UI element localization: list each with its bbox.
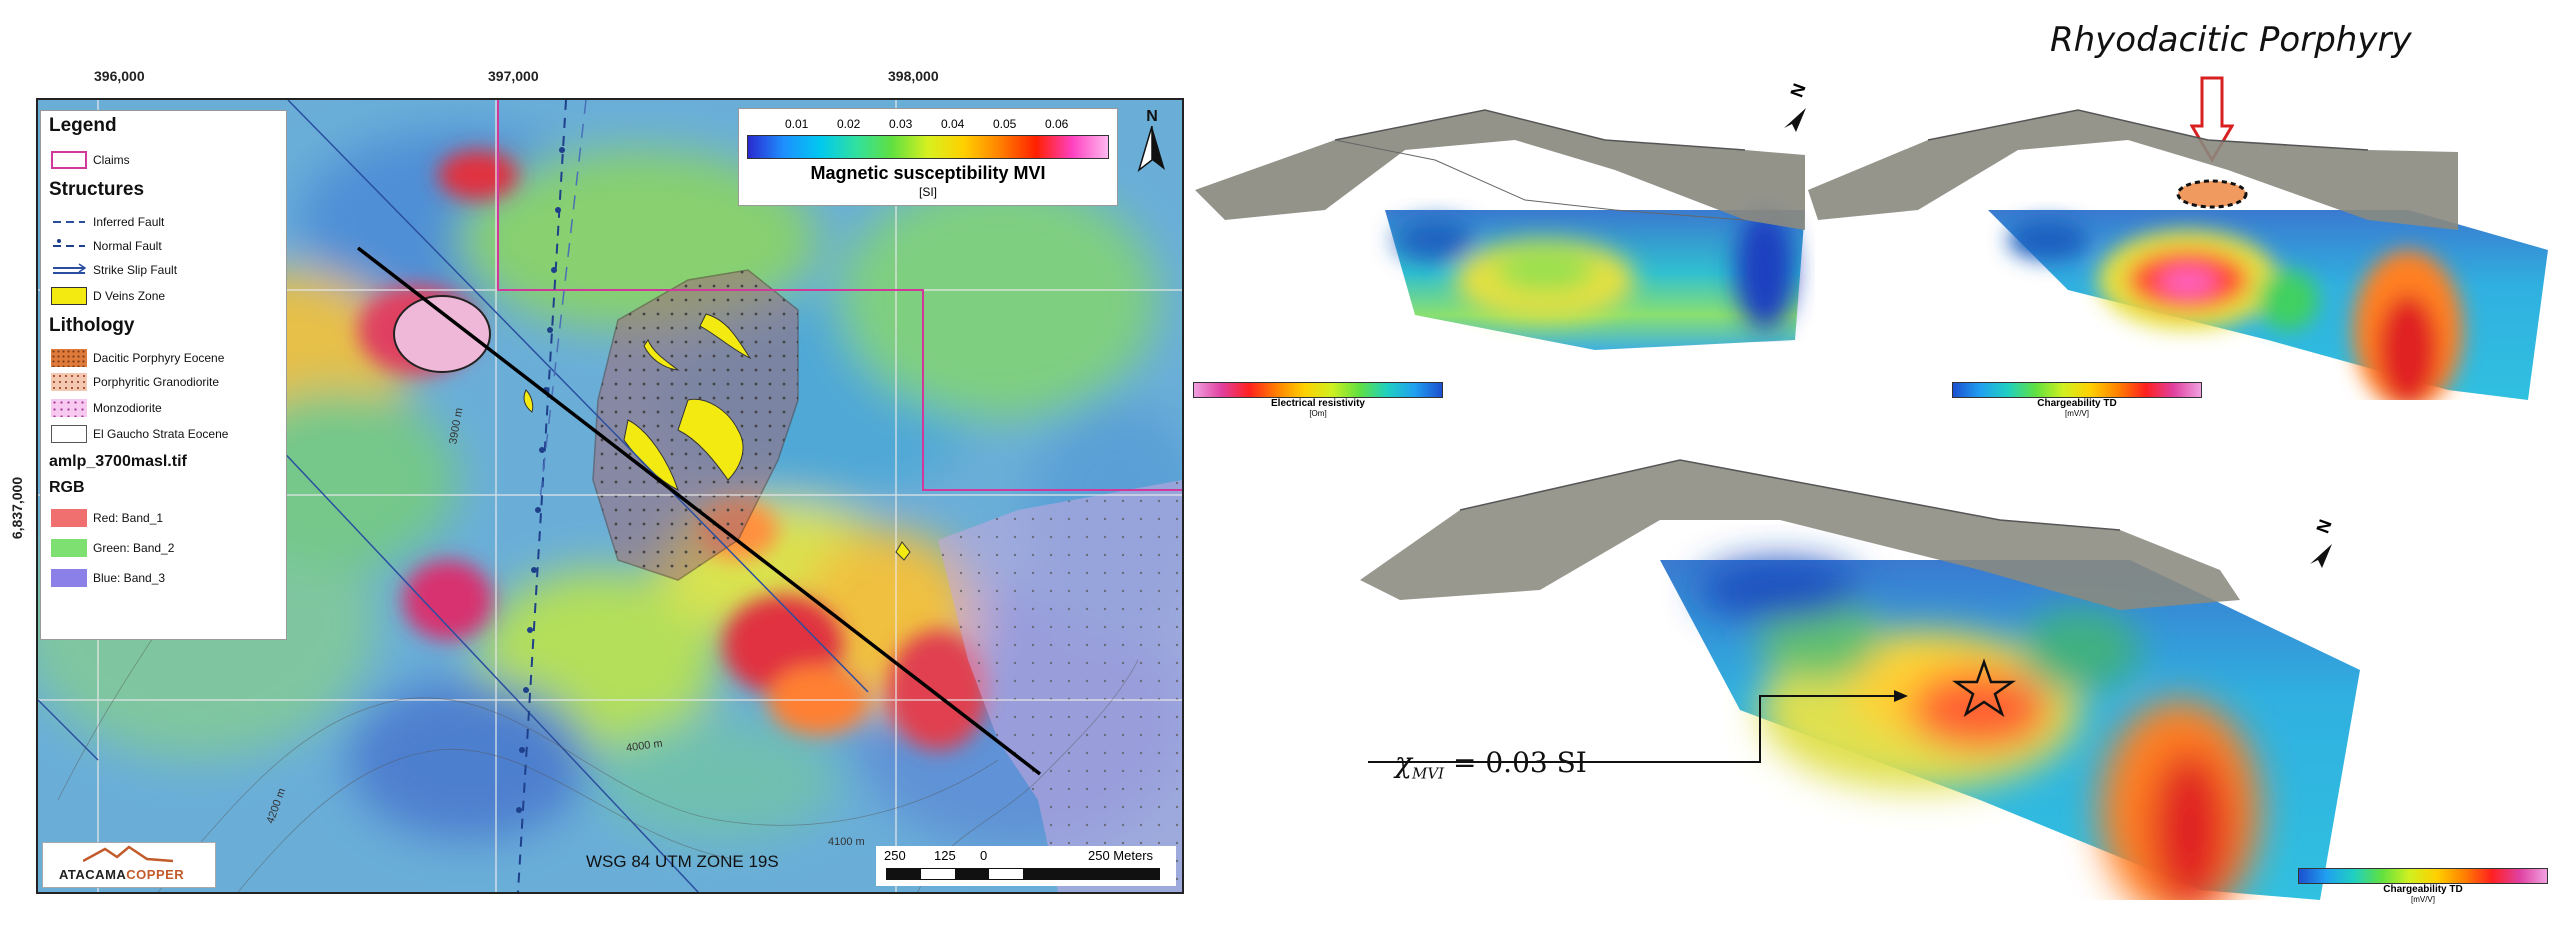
scale-tick-250-meters: 250 Meters	[1088, 848, 1154, 863]
chargeability-title-bottom: Chargeability TD	[2383, 884, 2463, 895]
legend-item-dacitic: Dacitic Porphyry Eocene	[51, 349, 224, 367]
cb-tick-006: 0.06	[1045, 117, 1069, 131]
legend-title: Legend	[49, 115, 117, 136]
legend-item-d-veins: D Veins Zone	[51, 287, 165, 305]
chargeability-ramp-top	[1952, 382, 2202, 398]
legend-item-red-band: Red: Band_1	[51, 509, 163, 527]
legend-item-monzodiorite: Monzodiorite	[51, 399, 162, 417]
magnetic-high-circle	[393, 295, 491, 373]
legend-lithology-title: Lithology	[49, 315, 135, 336]
chargeability-colorbar-bottom: Chargeability TD [mV/V]	[2298, 868, 2548, 904]
north-pointer-icon-1	[1784, 108, 1806, 132]
north-arrow-icon	[1137, 125, 1165, 173]
cb-tick-001: 0.01	[785, 117, 809, 131]
annotation-symbol: χ	[1395, 746, 1412, 779]
cb-tick-004: 0.04	[941, 117, 965, 131]
porphyritic-swatch	[51, 373, 87, 391]
red-band-swatch	[51, 509, 87, 527]
resistivity-3d-model	[1195, 109, 1805, 350]
section-line	[356, 246, 1042, 776]
legend-item-strike-slip: Strike Slip Fault	[51, 261, 177, 279]
normal-fault-swatch-icon	[53, 239, 85, 247]
mvi-colorbar: 0.01 0.02 0.03 0.04 0.05 0.06 Magnetic s…	[738, 108, 1118, 206]
rhyodacitic-porphyry-title: Rhyodacitic Porphyry	[2050, 20, 2412, 60]
monzodiorite-swatch	[51, 399, 87, 417]
scale-bar-graphic	[886, 868, 1160, 880]
cb-tick-002: 0.02	[837, 117, 861, 131]
map-legend: Legend Claims Structures Inferred Fault …	[40, 110, 287, 640]
strike-slip-swatch-icon	[53, 263, 87, 274]
resistivity-unit: [Om]	[1309, 409, 1327, 418]
rhyodacitic-porphyry-outline	[2176, 179, 2248, 209]
north-arrow: N	[1132, 108, 1172, 178]
annotation-value: = 0.03 SI	[1453, 746, 1587, 779]
mvi-colorbar-title: Magnetic susceptibility MVI	[810, 163, 1046, 183]
north-label: N	[1146, 108, 1158, 125]
legend-raster-title: amlp_3700masl.tif	[49, 453, 187, 470]
chargeability-ramp-bottom	[2298, 868, 2548, 884]
x-coord-398000: 398,000	[888, 68, 939, 84]
inferred-fault	[539, 100, 587, 501]
x-coord-397000: 397,000	[488, 68, 539, 84]
x-coord-396000: 396,000	[94, 68, 145, 84]
north-indicator-1: N	[1784, 80, 1810, 132]
chargeability-colorbar-top: Chargeability TD [mV/V]	[1952, 382, 2202, 418]
atacama-copper-logo: ATACAMACOPPER	[42, 842, 216, 888]
north-pointer-icon-3	[2310, 544, 2332, 568]
chargeability-3d-model-top	[1808, 109, 2548, 400]
el-gaucho-swatch	[51, 425, 87, 443]
scale-tick-250-left: 250	[884, 848, 906, 863]
claims-boundary	[497, 100, 1182, 491]
legend-item-el-gaucho: El Gaucho Strata Eocene	[51, 425, 228, 443]
green-band-swatch	[51, 539, 87, 557]
scale-bar: 250 125 0 250 Meters	[876, 846, 1176, 886]
legend-rgb-title: RGB	[49, 479, 85, 496]
scale-tick-125: 125	[934, 848, 956, 863]
legend-item-porphyritic: Porphyritic Granodiorite	[51, 373, 219, 391]
resistivity-title: Electrical resistivity	[1271, 398, 1365, 409]
mvi-color-ramp	[747, 135, 1109, 159]
outcrop-marker	[895, 541, 911, 561]
annotation-subscript: MVI	[1411, 764, 1445, 783]
inferred-fault-swatch-icon	[53, 221, 85, 223]
legend-structures-title: Structures	[49, 179, 145, 200]
legend-item-normal-fault: Normal Fault	[51, 237, 162, 255]
datum-label: WSG 84 UTM ZONE 19S	[586, 852, 779, 871]
resistivity-ramp	[1193, 382, 1443, 398]
chargeability-unit-top: [mV/V]	[2064, 409, 2089, 418]
resistivity-colorbar: Electrical resistivity [Om]	[1193, 382, 1443, 418]
normal-fault	[517, 100, 567, 892]
dacitic-swatch	[51, 349, 87, 367]
cb-tick-005: 0.05	[993, 117, 1017, 131]
scale-tick-0: 0	[980, 848, 988, 863]
mvi-annotation: χMVI = 0.03 SI	[1395, 746, 1587, 783]
target-star-icon	[1952, 658, 2016, 718]
north-indicator-label-1: N	[1786, 80, 1810, 100]
logo-text-atacama: ATACAMA	[59, 867, 127, 882]
annotation-leader-line	[1368, 695, 1894, 763]
chargeability-3d-model-bottom	[1360, 459, 2360, 900]
north-indicator-3: N	[2310, 516, 2336, 568]
legend-item-inferred-fault: Inferred Fault	[51, 213, 164, 231]
chargeability-unit-bottom: [mV/V]	[2410, 895, 2435, 904]
mountain-icon	[83, 845, 173, 863]
legend-item-blue-band: Blue: Band_3	[51, 569, 165, 587]
normal-fault-ticks	[516, 147, 565, 813]
blue-band-swatch	[51, 569, 87, 587]
legend-item-green-band: Green: Band_2	[51, 539, 174, 557]
mvi-colorbar-unit: [SI]	[918, 185, 937, 199]
logo-text-copper: COPPER	[126, 867, 185, 882]
cb-tick-003: 0.03	[889, 117, 913, 131]
d-veins-swatch	[51, 287, 87, 305]
claims-swatch	[51, 151, 87, 169]
legend-item-claims: Claims	[51, 151, 130, 169]
y-coord-6837000: 6,837,000	[9, 476, 26, 540]
chargeability-title-top: Chargeability TD	[2037, 398, 2117, 409]
contour-label-4100: 4100 m	[828, 836, 865, 848]
